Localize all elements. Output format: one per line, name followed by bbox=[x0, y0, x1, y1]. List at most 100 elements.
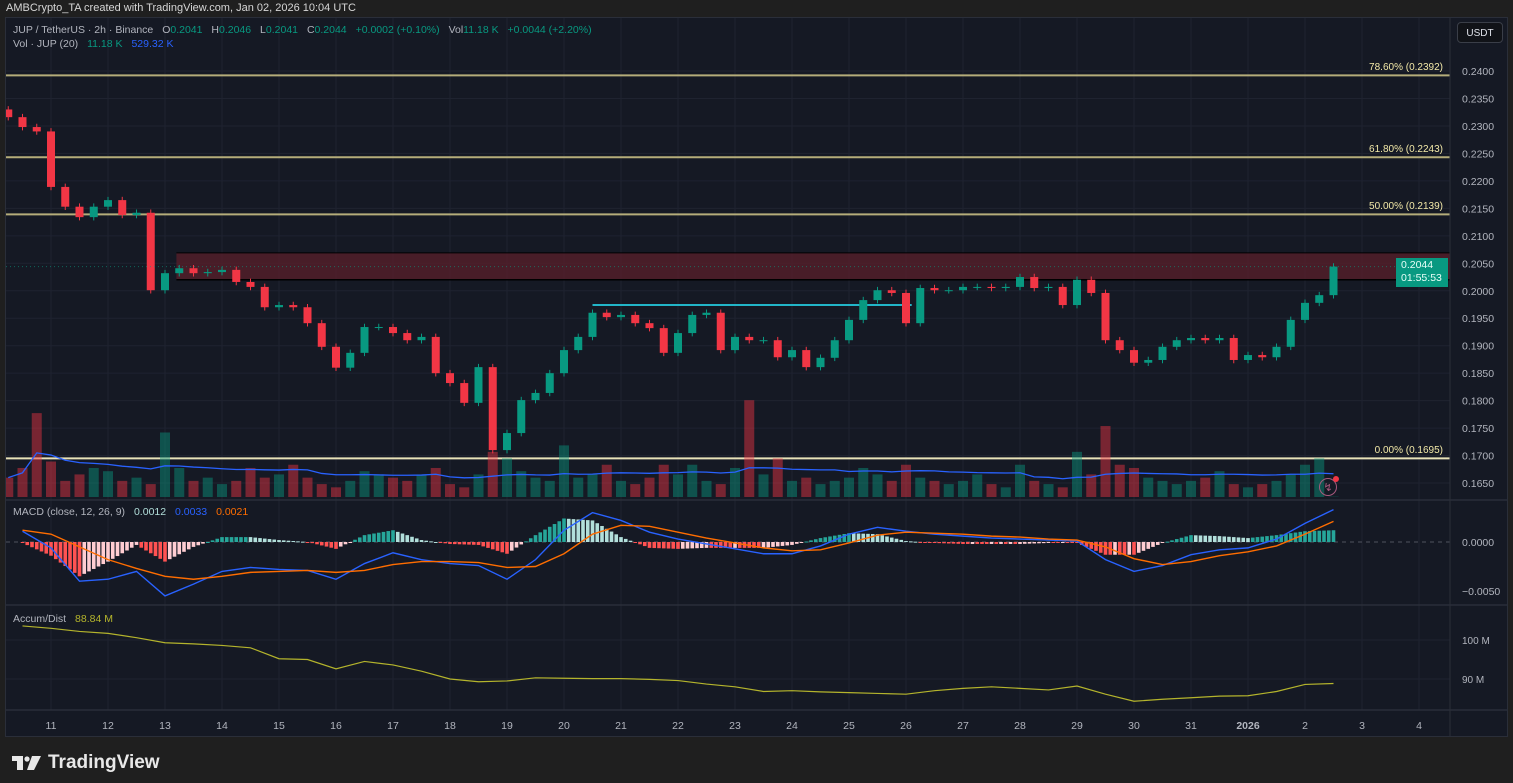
candle-body bbox=[1329, 266, 1338, 296]
volume-bar bbox=[630, 484, 641, 497]
volume-indicator-title[interactable]: Vol · JUP (20) bbox=[13, 38, 79, 50]
volume-bar bbox=[445, 484, 455, 497]
volume-bar bbox=[402, 480, 413, 497]
macd-histogram-bar bbox=[191, 542, 196, 547]
macd-histogram-bar bbox=[139, 542, 144, 548]
candle bbox=[1158, 343, 1167, 364]
candle-body bbox=[773, 340, 782, 358]
macd-histogram-bar bbox=[956, 542, 961, 544]
candle-body bbox=[1315, 295, 1324, 303]
candle bbox=[431, 333, 440, 377]
resistance-zone[interactable] bbox=[176, 252, 1450, 280]
volume-bar bbox=[943, 484, 954, 497]
volume-bar bbox=[758, 474, 769, 497]
symbol-title[interactable]: JUP / TetherUS · 2h · Binance bbox=[13, 24, 154, 36]
volume-ma-line bbox=[8, 452, 1334, 480]
time-tick-label: 20 bbox=[558, 720, 570, 732]
fib-level-label: 0.00% (0.1695) bbox=[1374, 445, 1443, 457]
macd-histogram-bar bbox=[528, 538, 533, 542]
volume-indicator-legend: Vol · JUP (20) 11.18 K 529.32 K bbox=[13, 38, 173, 50]
macd-histogram-bar bbox=[733, 542, 737, 548]
candle bbox=[89, 203, 98, 221]
candle bbox=[346, 349, 355, 371]
price-tick-label: 0.1950 bbox=[1462, 313, 1494, 325]
candle-body bbox=[545, 373, 554, 393]
macd-histogram-bar bbox=[410, 536, 414, 542]
candle-body bbox=[417, 336, 426, 341]
ad-title[interactable]: Accum/Dist bbox=[13, 613, 67, 625]
macd-histogram-bar bbox=[1255, 537, 1260, 542]
candle bbox=[317, 319, 326, 351]
candle-body bbox=[574, 336, 583, 351]
macd-histogram-bar bbox=[619, 537, 623, 542]
candle-body bbox=[802, 350, 811, 368]
volume-bar bbox=[145, 484, 156, 497]
candle-body bbox=[916, 288, 925, 324]
candle-body bbox=[631, 314, 640, 324]
macd-histogram-bar bbox=[999, 542, 1003, 544]
candle-body bbox=[745, 336, 754, 341]
candle bbox=[830, 336, 839, 362]
macd-histogram-bar bbox=[448, 542, 452, 544]
macd-histogram-bar bbox=[87, 542, 91, 572]
price-tick-label: 0.1700 bbox=[1462, 451, 1494, 463]
time-tick-label: 23 bbox=[729, 720, 741, 732]
macd-title[interactable]: MACD (close, 12, 26, 9) bbox=[13, 506, 126, 518]
macd-histogram-bar bbox=[908, 541, 913, 543]
candle bbox=[788, 346, 796, 361]
volume-bar bbox=[131, 477, 142, 497]
macd-histogram-bar bbox=[642, 542, 647, 547]
time-tick-label: 11 bbox=[46, 720, 57, 732]
change-value: +0.0002 (+0.10%) bbox=[355, 24, 440, 36]
volume-bar bbox=[1129, 467, 1139, 497]
candle bbox=[1258, 351, 1267, 361]
macd-histogram-bar bbox=[25, 542, 30, 546]
macd-histogram-bar bbox=[937, 542, 942, 544]
macd-histogram-bar bbox=[1132, 542, 1136, 555]
macd-histogram-bar bbox=[695, 542, 699, 549]
time-tick-label: 2 bbox=[1302, 720, 1308, 732]
volume-bar bbox=[202, 477, 213, 497]
macd-histogram-bar bbox=[880, 535, 885, 542]
macd-histogram-bar bbox=[1141, 542, 1146, 551]
macd-histogram-bar bbox=[1151, 542, 1155, 547]
macd-histogram-bar bbox=[657, 542, 661, 549]
candle bbox=[474, 363, 483, 407]
candle bbox=[47, 128, 55, 191]
volume-bar bbox=[530, 477, 541, 497]
price-tick-label: 0.1900 bbox=[1462, 341, 1494, 353]
currency-button[interactable]: USDT bbox=[1457, 22, 1503, 43]
candle-body bbox=[759, 340, 768, 342]
volume-bar bbox=[1243, 487, 1253, 497]
candle bbox=[588, 309, 597, 341]
candle-body bbox=[175, 268, 184, 274]
tradingview-logo: TradingView bbox=[12, 752, 160, 774]
macd-histogram-bar bbox=[1241, 537, 1246, 542]
candle bbox=[845, 316, 853, 344]
lightning-icon[interactable]: ↯ bbox=[1319, 476, 1339, 496]
volume-bar bbox=[1029, 480, 1040, 497]
candle-body bbox=[289, 305, 298, 308]
macd-histogram-bar bbox=[799, 542, 804, 543]
macd-histogram-bar bbox=[182, 542, 186, 552]
volume-bar bbox=[958, 480, 968, 497]
macd-histogram-bar bbox=[1293, 532, 1298, 542]
macd-histogram-bar bbox=[1260, 536, 1265, 542]
time-tick-label: 16 bbox=[330, 720, 342, 732]
macd-histogram-bar bbox=[828, 536, 832, 542]
candle bbox=[702, 309, 711, 319]
macd-histogram-bar bbox=[581, 519, 585, 542]
candle-body bbox=[902, 292, 910, 324]
macd-histogram-bar bbox=[120, 542, 125, 554]
candle bbox=[902, 289, 910, 327]
chart-frame[interactable] bbox=[5, 17, 1508, 737]
candle bbox=[1101, 289, 1110, 344]
macd-tick-label: −0.0050 bbox=[1462, 586, 1500, 598]
time-tick-label: 12 bbox=[102, 720, 114, 732]
macd-histogram-bar bbox=[20, 542, 25, 543]
macd-histogram-bar bbox=[752, 542, 756, 548]
macd-histogram-bar bbox=[324, 542, 329, 547]
time-tick-label: 4 bbox=[1416, 720, 1422, 732]
macd-histogram-bar bbox=[1317, 530, 1322, 542]
